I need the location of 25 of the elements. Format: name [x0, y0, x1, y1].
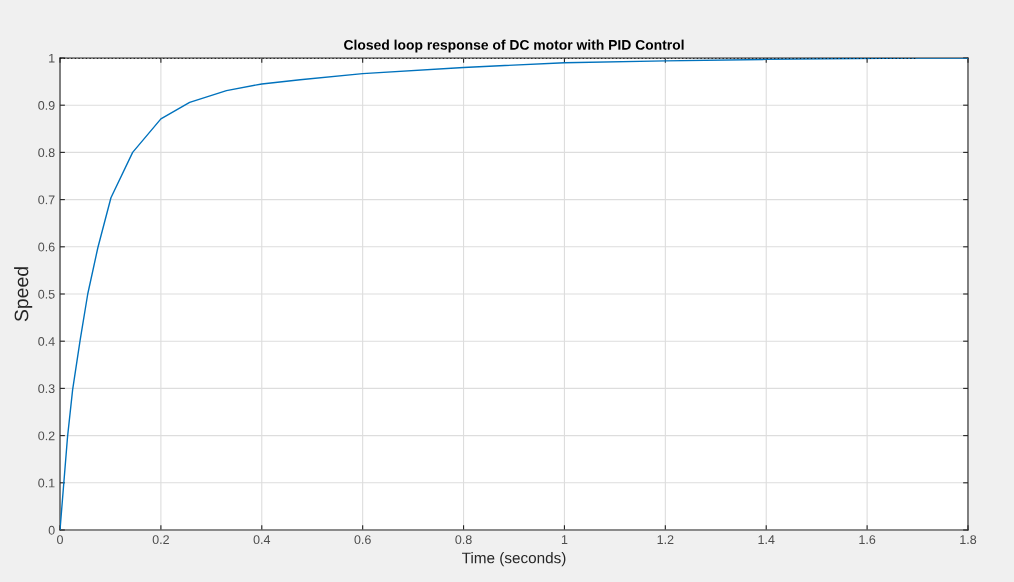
x-tick-label: 0.4 [253, 535, 271, 545]
x-tick-label: 1.6 [859, 535, 876, 545]
y-tick-label: 0.6 [38, 242, 55, 252]
y-tick-label: 0.2 [38, 431, 55, 441]
x-tick-label: 1.8 [960, 535, 977, 545]
y-tick-label: 1 [49, 53, 55, 63]
y-tick-label: 0.7 [38, 195, 55, 205]
x-tick-label: 1.2 [657, 535, 674, 544]
line-series [60, 58, 968, 530]
y-tick-label: 0.3 [38, 384, 55, 394]
x-tick-label: 0.2 [152, 535, 169, 545]
x-tick-label: 1.4 [758, 535, 775, 544]
y-tick-label: 0.9 [38, 101, 55, 110]
y-tick-label: 0 [48, 525, 55, 535]
x-tick-label: 0.8 [455, 535, 472, 545]
y-tick-label: 0.4 [38, 337, 55, 346]
x-tick-label: 1 [561, 535, 568, 544]
x-tick-label: 0 [57, 535, 63, 545]
chart-title: Closed loop response of DC motor with PID Control [344, 39, 684, 53]
y-tick-label: 0.5 [38, 289, 55, 299]
y-tick-label: 0.8 [38, 148, 55, 158]
x-tick-label: 0.6 [354, 535, 371, 545]
x-axis-title: Time (seconds) [462, 552, 566, 567]
y-tick-label: 0.1 [38, 478, 55, 488]
y-axis-title: Speed [14, 267, 33, 322]
